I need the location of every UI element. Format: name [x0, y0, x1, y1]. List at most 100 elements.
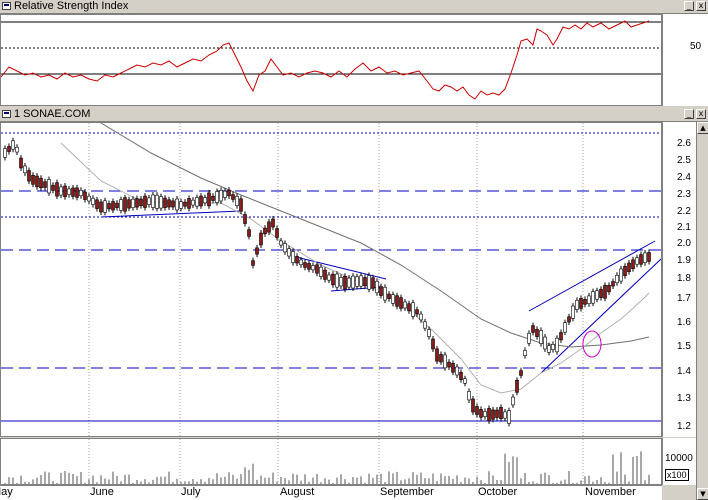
candle-body: [123, 197, 127, 212]
candle-body: [343, 276, 347, 290]
candle-body: [203, 197, 207, 204]
price-tick: 1.7: [677, 293, 691, 304]
price-tick: 2.2: [677, 206, 691, 217]
candle-body: [407, 303, 411, 312]
candle-body: [35, 175, 39, 188]
volume-bars: [4, 451, 650, 484]
candle-body: [275, 228, 279, 238]
candle-body: [307, 263, 311, 270]
volume-axis: 10000 x100: [662, 438, 696, 485]
month-label: July: [181, 486, 201, 498]
candle-body: [279, 240, 283, 246]
rsi-titlebar[interactable]: Relative Strength Index _ x: [0, 0, 708, 14]
candle-body: [547, 345, 551, 353]
price-titlebar[interactable]: 1 SONAE.COM _ x: [0, 108, 708, 122]
candle-body: [95, 199, 99, 209]
price-tick: 1.4: [677, 366, 691, 377]
candle-body: [463, 378, 467, 384]
candle-body: [75, 187, 79, 198]
candle-body: [647, 252, 651, 262]
scroll-down-arrow-icon[interactable]: ▼: [697, 488, 708, 500]
candle-body: [79, 189, 83, 197]
candle-body: [363, 277, 367, 287]
candle-body: [419, 313, 423, 321]
candle-body: [127, 199, 131, 209]
candle-body: [535, 329, 539, 337]
minimize-button[interactable]: _: [684, 1, 694, 11]
candle-body: [239, 198, 243, 212]
candle-body: [267, 221, 271, 233]
candle-body: [283, 243, 287, 253]
candle-body: [87, 195, 91, 202]
candle-body: [599, 288, 603, 298]
candle-body: [387, 293, 391, 299]
price-title: 1 SONAE.COM: [14, 108, 91, 120]
month-label: October: [478, 486, 518, 498]
scroll-up-arrow-icon[interactable]: ▲: [697, 122, 708, 134]
candle-body: [171, 200, 175, 208]
chart-window-icon: [2, 110, 11, 118]
candle-body: [355, 276, 359, 287]
price-tick: 1.9: [677, 255, 691, 266]
candle-body: [175, 198, 179, 211]
close-button[interactable]: x: [696, 109, 706, 119]
price-tick: 2.1: [677, 222, 691, 233]
candle-body: [143, 195, 147, 208]
month-label: August: [280, 486, 315, 498]
rsi-title: Relative Strength Index: [14, 0, 129, 12]
candle-body: [571, 305, 575, 319]
candle-body: [347, 277, 351, 288]
candle-body: [615, 274, 619, 284]
candle-body: [15, 146, 19, 153]
candle-body: [611, 281, 615, 287]
candle-body: [251, 260, 255, 266]
candle-body: [539, 330, 543, 344]
candle-body: [223, 190, 227, 198]
candle-body: [135, 198, 139, 208]
candle-body: [55, 182, 59, 197]
month-label: May: [0, 486, 13, 498]
rsi-plot[interactable]: [0, 14, 662, 106]
candle-body: [335, 273, 339, 288]
candle-body: [299, 259, 303, 266]
candle-body: [211, 195, 215, 201]
candle-body: [423, 321, 427, 329]
price-scrollbar[interactable]: ▲ ▼: [696, 122, 708, 500]
candle-body: [243, 214, 247, 224]
candle-body: [531, 325, 535, 333]
candle-body: [443, 354, 447, 369]
candle-body: [7, 146, 11, 152]
candle-body: [167, 199, 171, 208]
candle-body: [215, 191, 219, 203]
candle-body: [63, 185, 67, 198]
minimize-button[interactable]: _: [684, 109, 694, 119]
candle-body: [587, 295, 591, 304]
candle-body: [471, 398, 475, 413]
volume-chart: [4, 439, 650, 484]
volume-plot[interactable]: [0, 438, 662, 485]
candle-body: [375, 280, 379, 294]
candle-body: [431, 338, 435, 350]
candle-body: [499, 407, 503, 419]
month-label: November: [585, 486, 636, 498]
candle-body: [99, 201, 103, 213]
candle-body: [183, 201, 187, 207]
price-tick: 1.8: [677, 273, 691, 284]
candle-body: [191, 199, 195, 206]
candle-body: [67, 188, 71, 195]
candle-body: [603, 285, 607, 299]
candle-body: [103, 200, 107, 213]
close-button[interactable]: x: [696, 1, 706, 11]
candle-body: [591, 291, 595, 304]
candle-body: [435, 348, 439, 362]
candle-body: [511, 396, 515, 406]
candle-body: [311, 265, 315, 271]
price-tick: 1.6: [677, 317, 691, 328]
candle-body: [291, 251, 295, 263]
price-plot[interactable]: [0, 122, 662, 437]
candle-body: [91, 197, 95, 205]
month-label: June: [90, 486, 114, 498]
candle-body: [147, 197, 151, 205]
candle-body: [519, 370, 523, 376]
candle-body: [255, 247, 259, 255]
